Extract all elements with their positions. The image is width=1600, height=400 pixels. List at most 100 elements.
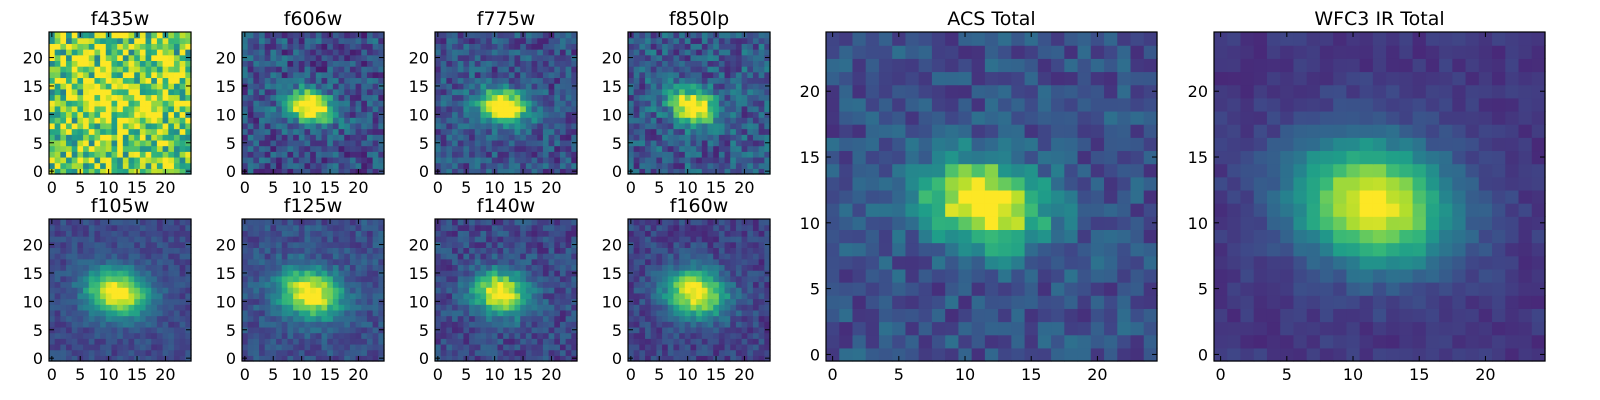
heatmap-cell <box>656 151 663 158</box>
heatmap-cell <box>713 332 720 339</box>
heatmap-cell <box>486 122 493 130</box>
heatmap-cell <box>491 139 499 147</box>
heatmap-cell <box>531 168 538 175</box>
heatmap-cell <box>457 88 464 96</box>
heatmap-cell <box>77 71 84 79</box>
heatmap-cell <box>747 83 754 90</box>
heatmap-cell <box>525 224 533 231</box>
heatmap-cell <box>690 66 697 73</box>
heatmap-cell <box>718 134 726 141</box>
heatmap-cell <box>662 117 669 124</box>
heatmap-cell <box>156 83 164 90</box>
heatmap-cell <box>349 111 357 118</box>
heatmap-cell <box>440 66 447 73</box>
heatmap-cell <box>139 321 147 328</box>
heatmap-cell <box>571 66 578 73</box>
heatmap-cell <box>162 292 169 300</box>
heatmap-cell <box>457 281 464 288</box>
heatmap-cell <box>440 54 447 61</box>
heatmap-cell <box>185 304 192 311</box>
heatmap-cell <box>338 224 345 231</box>
heatmap-cell <box>247 37 254 44</box>
heatmap-cell <box>361 292 368 300</box>
heatmap-cell <box>724 77 731 84</box>
heatmap-cell <box>134 71 141 79</box>
heatmap-cell <box>151 253 158 260</box>
heatmap-cell <box>696 37 703 44</box>
heatmap-cell <box>724 60 731 67</box>
heatmap-cell <box>474 37 482 44</box>
heatmap-cell <box>542 77 550 84</box>
heatmap-cell <box>707 156 714 164</box>
heatmap-cell <box>701 292 709 300</box>
heatmap-cell <box>662 162 669 169</box>
heatmap-cell <box>54 43 61 50</box>
heatmap-cell <box>724 122 731 130</box>
heatmap-cell <box>88 111 96 118</box>
heatmap-cell <box>355 275 362 283</box>
heatmap-cell <box>667 128 675 135</box>
heatmap-cell <box>741 304 748 311</box>
heatmap-cell <box>673 349 680 356</box>
heatmap-cell <box>94 219 101 226</box>
heatmap-cell <box>446 236 453 243</box>
heatmap-cell <box>514 60 521 67</box>
heatmap-cell <box>293 37 300 44</box>
heatmap-cell <box>287 258 294 266</box>
heatmap-cell <box>315 128 323 135</box>
heatmap-cell <box>168 304 175 311</box>
heatmap-cell <box>474 156 482 164</box>
heatmap-cell <box>474 287 482 294</box>
heatmap-cell <box>100 32 107 39</box>
heatmap-cell <box>287 134 294 141</box>
heatmap-cell <box>440 122 447 130</box>
heatmap-cell <box>162 145 169 152</box>
heatmap-cell <box>100 247 107 254</box>
heatmap-cell <box>259 230 266 237</box>
axes-frame <box>241 218 385 362</box>
heatmap-cell <box>264 270 271 277</box>
heatmap-cell <box>474 128 482 135</box>
heatmap-cell <box>185 100 192 107</box>
heatmap-cell <box>713 139 720 147</box>
heatmap-cell <box>645 88 652 96</box>
heatmap-cell <box>662 134 669 141</box>
heatmap-cell <box>378 71 385 79</box>
heatmap-cell <box>446 275 453 283</box>
heatmap-cell <box>332 304 340 311</box>
heatmap-cell <box>747 128 754 135</box>
heatmap-cell <box>571 117 578 124</box>
heatmap-cell <box>656 100 663 107</box>
heatmap-cell <box>735 275 743 283</box>
heatmap-cell <box>242 71 249 79</box>
heatmap-cell <box>128 168 135 175</box>
heatmap-cell <box>66 71 73 79</box>
heatmap-cell <box>508 230 516 237</box>
heatmap-cell <box>559 168 567 175</box>
heatmap-cell <box>571 100 578 107</box>
heatmap-cell <box>276 338 283 345</box>
heatmap-cell <box>486 117 493 124</box>
heatmap-cell <box>497 66 504 73</box>
heatmap-cell <box>355 54 362 61</box>
heatmap-cell <box>355 43 362 50</box>
heatmap-cell <box>684 54 692 61</box>
heatmap-cell <box>372 355 379 362</box>
heatmap-cell <box>134 321 141 328</box>
heatmap-cell <box>497 298 504 305</box>
heatmap-cell <box>628 338 635 345</box>
heatmap-cell <box>673 88 680 96</box>
heatmap-cell <box>764 71 771 79</box>
heatmap-cell <box>724 37 731 44</box>
heatmap-cell <box>321 264 328 271</box>
heatmap-cell <box>645 32 652 39</box>
heatmap-cell <box>100 304 107 311</box>
heatmap-cell <box>559 60 567 67</box>
y-tick-label: 20 <box>23 49 43 68</box>
heatmap-cell <box>474 122 482 130</box>
heatmap-cell <box>559 343 567 351</box>
heatmap-cell <box>463 304 470 311</box>
heatmap-cell <box>684 105 692 113</box>
heatmap-cell <box>650 139 657 147</box>
heatmap-cell <box>117 111 124 118</box>
